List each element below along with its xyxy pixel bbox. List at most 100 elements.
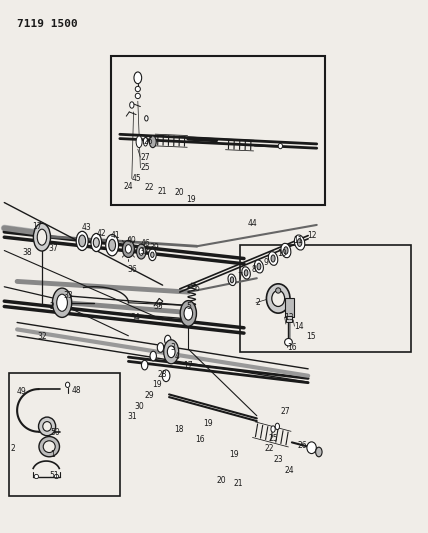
- Ellipse shape: [43, 422, 51, 431]
- Ellipse shape: [39, 417, 56, 436]
- Ellipse shape: [255, 260, 263, 273]
- Ellipse shape: [297, 239, 302, 246]
- Text: 1: 1: [51, 450, 55, 458]
- Text: 18: 18: [175, 425, 184, 433]
- Text: 41: 41: [110, 231, 120, 240]
- Text: 16: 16: [288, 343, 297, 352]
- Ellipse shape: [56, 294, 67, 311]
- Ellipse shape: [34, 474, 39, 479]
- Text: 44: 44: [247, 220, 257, 228]
- Text: 19: 19: [203, 419, 213, 428]
- Ellipse shape: [43, 441, 55, 453]
- Ellipse shape: [276, 288, 281, 293]
- Ellipse shape: [316, 447, 322, 457]
- Text: 4: 4: [175, 352, 179, 360]
- Ellipse shape: [149, 249, 156, 261]
- Text: 20: 20: [216, 477, 226, 485]
- Text: 27: 27: [280, 407, 290, 416]
- Ellipse shape: [164, 335, 171, 345]
- Ellipse shape: [244, 270, 248, 276]
- Ellipse shape: [139, 248, 143, 255]
- Text: 25: 25: [269, 434, 278, 442]
- Text: 14: 14: [294, 322, 304, 330]
- Text: 25: 25: [140, 164, 150, 172]
- Text: 6: 6: [195, 285, 199, 293]
- Ellipse shape: [141, 360, 148, 370]
- Ellipse shape: [93, 238, 99, 247]
- Text: 12: 12: [307, 231, 317, 240]
- Ellipse shape: [37, 229, 47, 245]
- Ellipse shape: [167, 346, 175, 358]
- Text: 2: 2: [49, 302, 54, 311]
- Text: 5: 5: [186, 302, 191, 311]
- Text: 34: 34: [131, 313, 140, 321]
- Text: 43: 43: [81, 223, 91, 232]
- Text: 42: 42: [96, 229, 106, 238]
- Text: 24: 24: [123, 182, 133, 191]
- Text: 15: 15: [306, 333, 315, 341]
- Text: 30: 30: [135, 402, 145, 410]
- Ellipse shape: [184, 307, 193, 320]
- Ellipse shape: [242, 267, 250, 279]
- Ellipse shape: [54, 474, 59, 479]
- Text: 11: 11: [293, 237, 303, 245]
- Ellipse shape: [91, 233, 101, 252]
- Text: 51: 51: [49, 471, 59, 480]
- Ellipse shape: [228, 274, 236, 286]
- Text: 36: 36: [128, 265, 137, 273]
- Ellipse shape: [266, 284, 290, 313]
- Bar: [9, 373, 120, 496]
- Text: 49: 49: [16, 387, 26, 396]
- Ellipse shape: [79, 235, 86, 247]
- Text: 37: 37: [48, 244, 58, 253]
- Ellipse shape: [145, 116, 148, 121]
- Ellipse shape: [272, 290, 285, 306]
- Text: 22: 22: [265, 445, 274, 453]
- Ellipse shape: [149, 136, 156, 148]
- Ellipse shape: [307, 442, 316, 454]
- Text: 13: 13: [285, 313, 294, 321]
- Ellipse shape: [39, 437, 59, 457]
- Ellipse shape: [294, 235, 305, 250]
- Text: 3: 3: [170, 343, 175, 352]
- Ellipse shape: [151, 252, 154, 257]
- Text: 50: 50: [51, 429, 60, 437]
- Text: 9: 9: [263, 258, 268, 266]
- Text: 48: 48: [72, 386, 81, 394]
- Bar: [286, 316, 292, 322]
- Ellipse shape: [109, 239, 116, 251]
- Ellipse shape: [33, 223, 51, 251]
- Ellipse shape: [143, 138, 148, 146]
- Text: 28: 28: [158, 370, 167, 378]
- Text: 21: 21: [233, 480, 243, 488]
- Ellipse shape: [125, 245, 131, 253]
- Text: 40: 40: [126, 237, 136, 245]
- Ellipse shape: [230, 277, 234, 283]
- Text: 26: 26: [297, 441, 307, 449]
- Bar: [111, 56, 325, 205]
- Ellipse shape: [135, 86, 140, 92]
- Ellipse shape: [157, 343, 163, 352]
- Text: 16: 16: [195, 435, 204, 444]
- Ellipse shape: [285, 338, 292, 346]
- Ellipse shape: [122, 240, 134, 257]
- Ellipse shape: [53, 288, 71, 317]
- Text: 33: 33: [63, 292, 73, 300]
- Text: 7: 7: [238, 272, 242, 280]
- Bar: [240, 245, 411, 352]
- Ellipse shape: [284, 247, 288, 254]
- Text: 45: 45: [132, 174, 142, 183]
- Text: 46: 46: [140, 239, 150, 248]
- Ellipse shape: [180, 301, 196, 326]
- Ellipse shape: [268, 252, 278, 265]
- Ellipse shape: [278, 143, 282, 149]
- Ellipse shape: [271, 255, 275, 262]
- Text: 38: 38: [22, 248, 32, 257]
- Ellipse shape: [281, 243, 291, 258]
- Text: 10: 10: [277, 249, 287, 257]
- Text: 39: 39: [149, 244, 159, 252]
- Text: 32: 32: [139, 247, 149, 256]
- Ellipse shape: [271, 426, 275, 432]
- Text: 21: 21: [158, 188, 167, 196]
- Text: 27: 27: [140, 153, 150, 161]
